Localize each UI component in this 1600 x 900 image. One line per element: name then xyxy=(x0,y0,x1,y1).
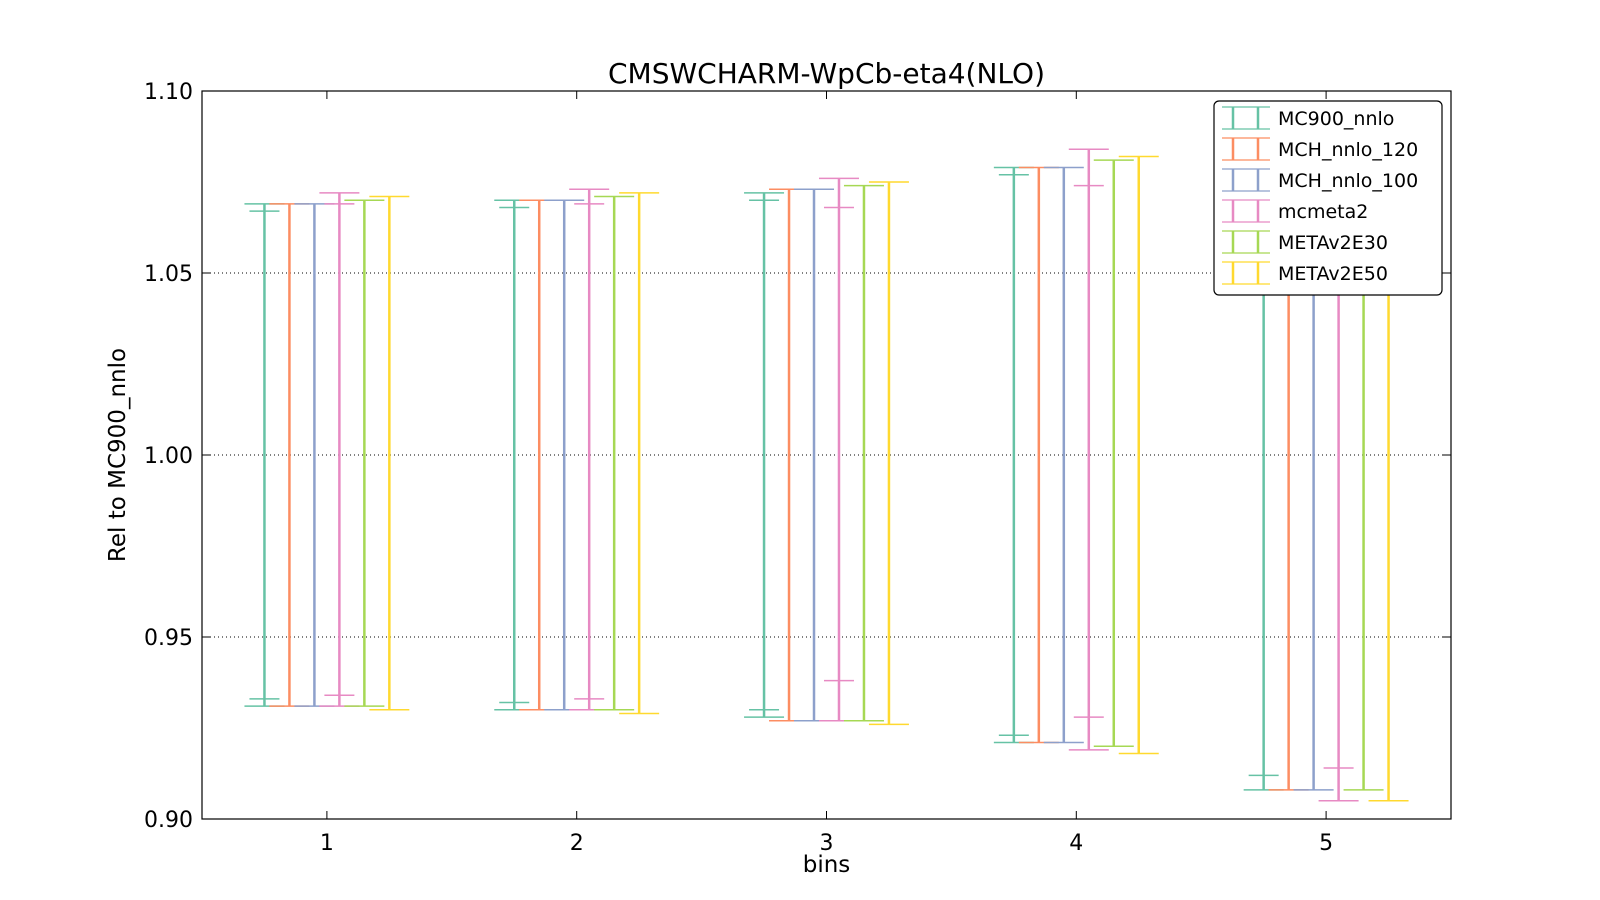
legend-box xyxy=(1213,100,1443,296)
legend-entry: MCH_nnlo_120 xyxy=(1222,137,1418,161)
x-tick-label: 2 xyxy=(570,831,584,856)
x-tick-label: 4 xyxy=(1069,831,1083,856)
legend-label: mcmeta2 xyxy=(1278,201,1368,223)
y-tick-label: 1.10 xyxy=(144,80,193,105)
x-tick-label: 5 xyxy=(1319,831,1333,856)
legend-label: METAv2E50 xyxy=(1278,263,1388,285)
y-axis-label: Rel to MC900_nnlo xyxy=(105,348,131,562)
legend-label: MCH_nnlo_100 xyxy=(1278,170,1418,192)
x-tick-label: 1 xyxy=(320,831,334,856)
legend-entry: MC900_nnlo xyxy=(1222,106,1394,130)
x-tick-label: 3 xyxy=(820,831,834,856)
y-tick-label: 1.05 xyxy=(144,262,193,287)
legend-label: MC900_nnlo xyxy=(1278,108,1394,130)
legend-label: MCH_nnlo_120 xyxy=(1278,139,1418,161)
y-tick-label: 0.90 xyxy=(144,808,193,833)
legend-entry: METAv2E30 xyxy=(1222,230,1388,254)
legend: MC900_nnlo MCH_nnlo_120 MCH_nnlo_100mcmeta… xyxy=(1213,100,1443,296)
legend-entry: MCH_nnlo_100 xyxy=(1222,168,1418,192)
x-axis-label: bins xyxy=(803,852,851,878)
y-tick-label: 0.95 xyxy=(144,626,193,651)
legend-label: METAv2E30 xyxy=(1278,232,1388,254)
y-tick-label: 1.00 xyxy=(144,444,193,469)
legend-entry: METAv2E50 xyxy=(1222,261,1388,285)
axis-ticks: 0.90 0.95 1.00 1.05 1.10 1 2 3 4 5 xyxy=(144,80,1451,856)
chart-title: CMSWCHARM-WpCb-eta4(NLO) xyxy=(608,57,1045,90)
legend-entry: mcmeta2 xyxy=(1222,199,1368,223)
